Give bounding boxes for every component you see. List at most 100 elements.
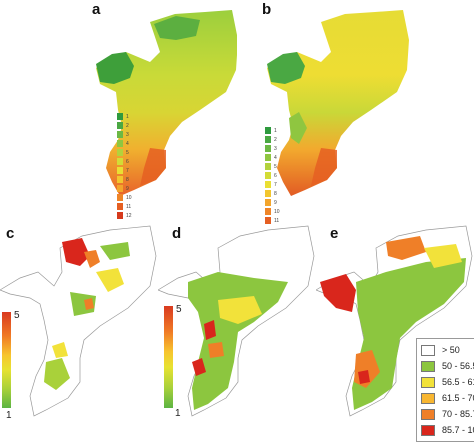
class-label: 61.5 - 70 <box>442 393 474 403</box>
legend-label: 3 <box>126 131 129 138</box>
green-west-region-b <box>267 52 305 84</box>
legend-swatch <box>117 131 123 138</box>
scale-min-label-d: 1 <box>175 408 181 419</box>
legend-row: 6 <box>117 157 132 166</box>
legend-row: 10 <box>265 207 280 216</box>
legend-swatch <box>265 172 271 179</box>
legend-label: 10 <box>126 194 132 201</box>
map-b <box>267 10 409 196</box>
legend-swatch <box>117 122 123 129</box>
scale-bar-d <box>164 306 173 408</box>
legend-swatch <box>265 127 271 134</box>
red-hotspot-d <box>204 320 216 340</box>
green-north-region-a <box>154 16 200 40</box>
legend-swatch <box>265 136 271 143</box>
legend-label: 2 <box>126 122 129 129</box>
legend-row: 11 <box>265 216 280 225</box>
red-region-e <box>320 274 356 312</box>
panel-d: d 5 1 <box>158 212 316 424</box>
class-swatch <box>421 408 435 420</box>
legend-row: 7 <box>117 166 132 175</box>
class-legend-row: 61.5 - 70 <box>421 390 474 406</box>
legend-swatch <box>265 208 271 215</box>
legend-swatch <box>265 199 271 206</box>
orange-patch-c2 <box>84 298 94 310</box>
class-label: 85.7 - 100 <box>442 425 474 435</box>
class-label: > 50 <box>442 345 460 355</box>
mozambique-shape-a <box>96 10 237 196</box>
green-region-d <box>188 272 288 410</box>
panel-label-d: d <box>172 225 182 242</box>
class-swatch <box>421 376 435 388</box>
legend-row: 1 <box>265 126 280 135</box>
legend-label: 9 <box>126 185 129 192</box>
legend-label: 11 <box>126 203 132 210</box>
green-patch-c2 <box>70 292 96 316</box>
orange-patch-d <box>208 342 224 358</box>
legend-label: 12 <box>126 212 132 219</box>
legend-swatch <box>265 181 271 188</box>
legend-row: 10 <box>117 193 132 202</box>
legend-row: 4 <box>117 139 132 148</box>
legend-swatch <box>117 176 123 183</box>
legend-label: 10 <box>274 208 280 215</box>
map-d <box>158 225 315 417</box>
map-c <box>0 225 157 417</box>
legend-row: 6 <box>265 171 280 180</box>
legend-label: 9 <box>274 199 277 206</box>
legend-row: 2 <box>265 135 280 144</box>
map-e <box>316 225 473 417</box>
yellow-region-e <box>424 244 462 268</box>
legend-swatch <box>117 212 123 219</box>
legend-label: 2 <box>274 136 277 143</box>
legend-row: 7 <box>265 180 280 189</box>
green-region-e <box>352 258 466 410</box>
legend-small-a: 1 2 3 4 5 6 7 8 9 10 11 12 <box>117 112 132 220</box>
legend-label: 11 <box>274 217 280 224</box>
legend-label: 7 <box>126 167 129 174</box>
legend-row: 12 <box>117 211 132 220</box>
legend-label: 8 <box>126 176 129 183</box>
legend-swatch <box>117 113 123 120</box>
legend-swatch <box>265 145 271 152</box>
legend-row: 8 <box>117 175 132 184</box>
scale-bar-c <box>2 312 11 408</box>
yellow-patch-c2 <box>52 342 68 358</box>
legend-row: 2 <box>117 121 132 130</box>
legend-swatch <box>265 154 271 161</box>
orange-patch-c <box>84 250 100 268</box>
class-swatch <box>421 360 435 372</box>
legend-swatch <box>265 217 271 224</box>
scale-max-label-c: 5 <box>14 310 20 321</box>
class-legend-row: 50 - 56.5 <box>421 358 474 374</box>
legend-row: 9 <box>117 184 132 193</box>
legend-swatch <box>117 140 123 147</box>
legend-row: 5 <box>265 162 280 171</box>
legend-row: 9 <box>265 198 280 207</box>
legend-label: 1 <box>274 127 277 134</box>
legend-swatch <box>117 167 123 174</box>
legend-swatch <box>117 158 123 165</box>
class-legend-e: > 50 50 - 56.5 56.5 - 61.5 61.5 - 70 70 … <box>416 338 474 442</box>
class-legend-row: > 50 <box>421 342 474 358</box>
scale-max-label-d: 5 <box>176 304 182 315</box>
map-a <box>96 10 237 196</box>
class-swatch <box>421 424 435 436</box>
legend-label: 1 <box>126 113 129 120</box>
class-legend-row: 56.5 - 61.5 <box>421 374 474 390</box>
class-swatch <box>421 344 435 356</box>
panel-c: c 5 1 <box>0 212 158 424</box>
green-patch-c3 <box>44 358 70 390</box>
legend-label: 4 <box>274 154 277 161</box>
yellow-region-d <box>218 296 262 324</box>
mozambique-shape-b <box>267 10 409 196</box>
green-west-region-a <box>96 52 134 84</box>
legend-label: 5 <box>274 163 277 170</box>
legend-label: 5 <box>126 149 129 156</box>
legend-label: 3 <box>274 145 277 152</box>
red-coast-e <box>358 370 370 384</box>
class-label: 56.5 - 61.5 <box>442 377 474 387</box>
legend-label: 7 <box>274 181 277 188</box>
class-legend-row: 85.7 - 100 <box>421 422 474 438</box>
legend-small-b: 1 2 3 4 5 6 7 8 9 10 11 <box>265 126 280 225</box>
